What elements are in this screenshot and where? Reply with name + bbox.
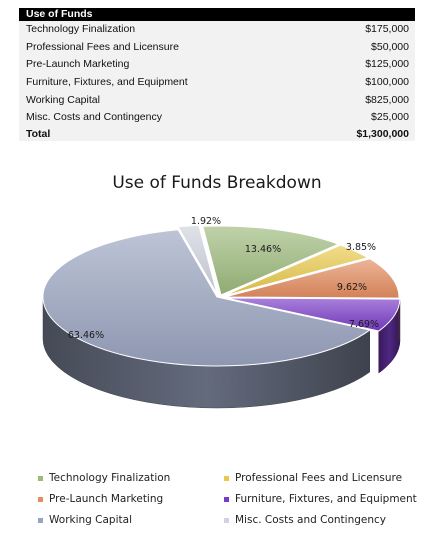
legend-swatch (224, 496, 229, 502)
legend-label: Misc. Costs and Contingency (235, 514, 387, 526)
table-row: Professional Fees and Licensure $50,000 (19, 38, 415, 57)
legend-item: Furniture, Fixtures, and Equipment (224, 493, 418, 505)
legend-item: Misc. Costs and Contingency (224, 514, 418, 526)
legend-swatch (224, 475, 229, 481)
pie-slice (202, 225, 340, 296)
row-label: Misc. Costs and Contingency (19, 108, 319, 127)
total-amount: $1,300,000 (319, 126, 415, 141)
pie-data-label: 63.46% (68, 330, 104, 341)
chart-title: Use of Funds Breakdown (112, 173, 322, 193)
table-row: Technology Finalization $175,000 (19, 21, 415, 39)
row-amount: $50,000 (319, 38, 415, 57)
legend-swatch (38, 475, 43, 481)
pie-slice (225, 297, 401, 332)
legend-item: Working Capital (38, 514, 224, 526)
row-amount: $175,000 (319, 21, 415, 39)
legend-swatch (38, 496, 43, 502)
table-row: Misc. Costs and Contingency $25,000 (19, 108, 415, 127)
chart-legend: Technology Finalization Professional Fees… (38, 472, 418, 526)
legend-item: Pre-Launch Marketing (38, 493, 224, 505)
row-label: Working Capital (19, 91, 319, 109)
legend-label: Working Capital (49, 514, 132, 526)
row-label: Furniture, Fixtures, and Equipment (19, 73, 319, 92)
table-row: Furniture, Fixtures, and Equipment $100,… (19, 73, 415, 92)
row-label: Technology Finalization (19, 21, 319, 39)
row-label: Professional Fees and Licensure (19, 38, 319, 57)
pie-data-label: 7.69% (349, 319, 379, 330)
table-header-row: Use of Funds (19, 8, 415, 21)
table-header-blank (319, 8, 415, 21)
legend-swatch (224, 517, 229, 523)
legend-label: Professional Fees and Licensure (235, 472, 403, 484)
row-label: Pre-Launch Marketing (19, 56, 319, 74)
use-of-funds-table: Use of Funds Technology Finalization $17… (19, 8, 415, 141)
row-amount: $25,000 (319, 108, 415, 127)
pie-slice (177, 224, 218, 295)
legend-label: Technology Finalization (49, 472, 171, 484)
pie-slice (224, 258, 400, 299)
pie-data-label: 1.92% (191, 216, 221, 227)
pie-data-label: 13.46% (245, 244, 281, 255)
legend-item: Professional Fees and Licensure (224, 472, 418, 484)
legend-label: Furniture, Fixtures, and Equipment (235, 493, 417, 505)
total-label: Total (19, 126, 319, 141)
pie-slice (42, 229, 371, 367)
pie-data-label: 3.85% (346, 242, 376, 253)
pie-data-labels: 13.46% 3.85% 9.62% 7.69% 63.46% 1.92% (68, 216, 379, 341)
table-total-row: Total $1,300,000 (19, 126, 415, 141)
row-amount: $100,000 (319, 73, 415, 92)
table-row: Pre-Launch Marketing $125,000 (19, 56, 415, 74)
legend-item: Technology Finalization (38, 472, 224, 484)
table-row: Working Capital $825,000 (19, 91, 415, 109)
pie-slice (222, 244, 370, 297)
legend-swatch (38, 517, 43, 523)
table-header: Use of Funds (19, 8, 319, 21)
row-amount: $125,000 (319, 56, 415, 74)
pie-data-label: 9.62% (337, 282, 367, 293)
pie-tops (42, 224, 401, 367)
row-amount: $825,000 (319, 91, 415, 109)
legend-label: Pre-Launch Marketing (49, 493, 164, 505)
